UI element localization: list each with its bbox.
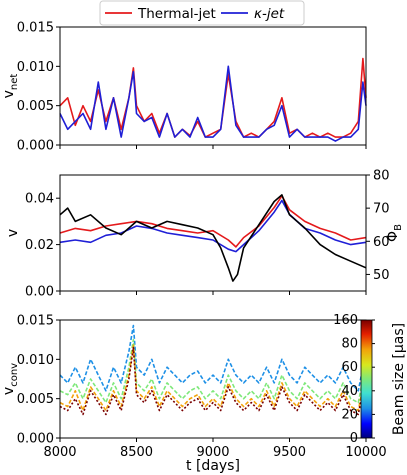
y-axis-label-vconv: vconv [1,363,20,395]
series-line-2-0 [59,324,367,392]
series-line-2-2 [59,344,367,412]
legend-label-kappa: κ-jet [254,6,285,22]
y-right-tick-label: 70 [373,202,390,217]
colorbar-tick-label: 40 [341,384,358,399]
x-tick-label: 8500 [120,445,153,460]
y-tick-label: 0.010 [17,353,54,368]
colorbar-tick-label: 60 [341,360,358,375]
series-line-1-0 [59,195,367,248]
y-right-tick-label: 50 [373,268,390,283]
y-axis-label-vnet: vnet [1,74,20,99]
series-line-2-3 [59,346,367,416]
y-axis-label-phib: ΦB [385,224,404,242]
x-tick-label: 10000 [345,445,386,460]
series-line-1-2 [59,194,367,282]
y-axis-label-v: v [5,229,21,237]
y-tick-label: 0.005 [17,392,54,407]
y-tick-label: 0.04 [25,192,54,207]
x-tick-label: 9500 [273,445,306,460]
legend-label-thermal: Thermal-jet [137,6,216,22]
x-axis-label: t [days] [186,458,240,474]
series-line-2-1 [59,338,367,404]
panel-v-phib: 0.00 0.02 0.04 50 60 70 80 v ΦB [5,169,404,300]
y-tick-label: 0.02 [25,238,54,253]
y-tick-label: 0.00 [25,285,54,300]
colorbar: 0 20 40 60 80 160 Beam size [μas] [333,313,407,446]
colorbar-tick-label: 160 [333,313,358,328]
x-tick-label: 9000 [196,445,229,460]
series-line-0-1 [59,65,367,142]
legend: Thermal-jet κ-jet [99,0,305,26]
x-tick-label: 8000 [43,445,76,460]
y-tick-label: 0.005 [17,99,54,114]
panel-vconv: 0.000 0.005 0.010 0.015 8000 8500 9000 9500 100… [1,313,407,474]
y-tick-label: 0.015 [17,314,54,329]
y-tick-label: 0.000 [17,139,54,154]
legend-frame [99,0,305,26]
colorbar-tick-label: 20 [341,407,358,422]
colorbar-label: Beam size [μas] [391,323,407,435]
y-tick-label: 0.010 [17,60,54,75]
panel-vconv-frame [59,319,367,439]
y-tick-label: 0.000 [17,432,54,447]
panel-vnet: 0.000 0.005 0.010 0.015 vnet [1,21,367,154]
y-tick-label: 0.015 [17,21,54,36]
y-right-tick-label: 60 [373,235,390,250]
colorbar-gradient [360,319,373,439]
y-right-tick-label: 80 [373,169,390,184]
colorbar-tick-label: 0 [350,431,358,446]
series-line-1-1 [59,199,367,253]
colorbar-tick-label: 80 [341,337,358,352]
